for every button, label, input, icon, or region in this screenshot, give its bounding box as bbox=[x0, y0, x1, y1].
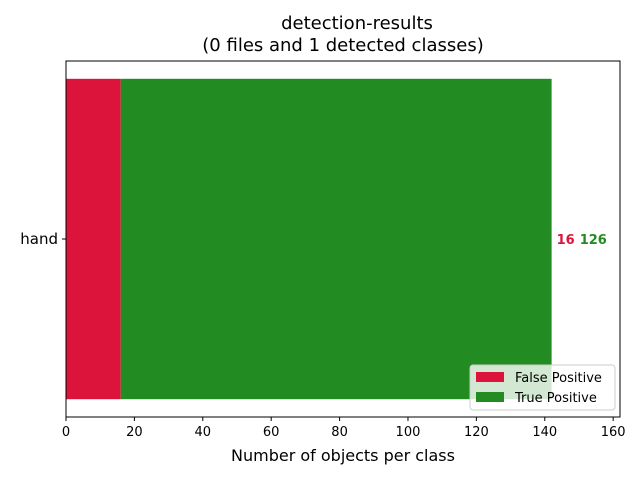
chart-subtitle: (0 files and 1 detected classes) bbox=[202, 35, 483, 56]
x-tick-label-80: 80 bbox=[331, 425, 348, 440]
legend-swatch-false-positive bbox=[476, 372, 504, 382]
plot-frame bbox=[65, 60, 621, 418]
x-tick-label-40: 40 bbox=[195, 425, 212, 440]
value-label-false-positive: 16 bbox=[557, 233, 575, 248]
value-label-true-positive: 126 bbox=[580, 233, 607, 248]
x-axis-label: Number of objects per class bbox=[231, 446, 455, 465]
bar-hand-true-positive bbox=[120, 78, 552, 400]
bars-layer bbox=[66, 78, 552, 400]
value-labels-layer: 16 126 bbox=[557, 233, 607, 248]
x-tick-label-160: 160 bbox=[601, 425, 626, 440]
chart-title: detection-results bbox=[281, 13, 433, 34]
x-tick-label-120: 120 bbox=[464, 425, 489, 440]
x-tick-label-20: 20 bbox=[126, 425, 143, 440]
x-tick-label-0: 0 bbox=[62, 425, 70, 440]
legend-label-true-positive: True Positive bbox=[514, 391, 597, 406]
legend: False Positive True Positive bbox=[469, 364, 616, 411]
legend-box bbox=[469, 364, 616, 411]
legend-swatch-true-positive bbox=[476, 392, 504, 402]
bar-hand-false-positive bbox=[66, 78, 121, 400]
y-tick-label-hand: hand bbox=[20, 230, 58, 248]
legend-label-false-positive: False Positive bbox=[515, 371, 602, 386]
axes-layer: hand 0 20 40 60 80 100 120 140 160 bbox=[20, 60, 626, 440]
x-tick-label-140: 140 bbox=[532, 425, 557, 440]
x-tick-label-100: 100 bbox=[396, 425, 421, 440]
x-tick-label-60: 60 bbox=[263, 425, 280, 440]
